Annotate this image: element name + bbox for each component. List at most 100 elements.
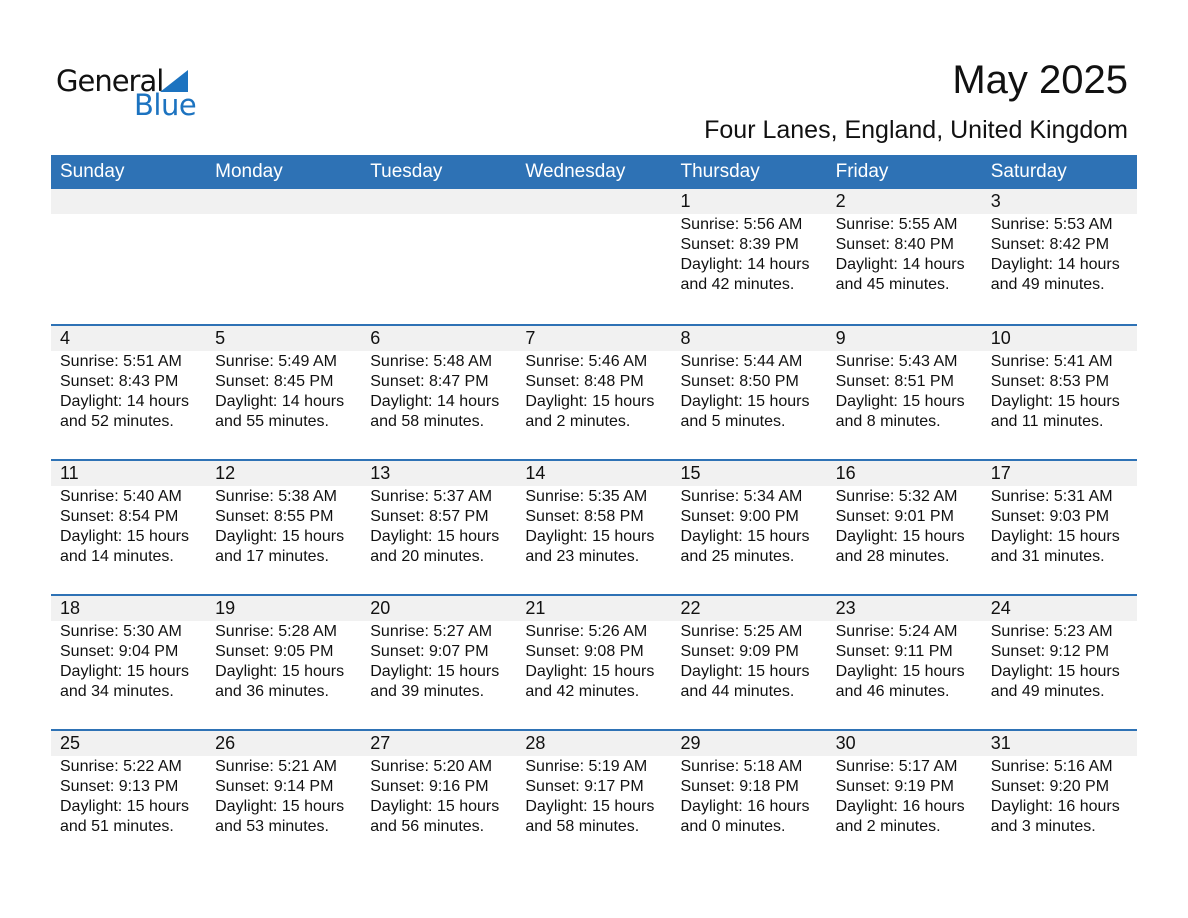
daylight2-text: and 2 minutes. (835, 818, 941, 835)
sunrise-text: Sunrise: 5:16 AM (990, 758, 1113, 775)
day-cell (51, 189, 207, 324)
day-cell: 1 Sunrise: 5:56 AM Sunset: 8:39 PM Daylight… (671, 189, 827, 324)
daylight1-text: Daylight: 15 hours (835, 393, 965, 410)
sunrise-text: Sunrise: 5:41 AM (990, 353, 1113, 370)
sunrise-text: Sunrise: 5:25 AM (680, 623, 803, 640)
sunrise-text: Sunrise: 5:31 AM (990, 488, 1113, 505)
day-number: 25 (51, 731, 207, 756)
daylight2-text: and 58 minutes. (525, 818, 640, 835)
daylight2-text: and 56 minutes. (370, 818, 485, 835)
day-number: 10 (981, 326, 1137, 351)
day-cell (361, 189, 517, 324)
day-cell: 30 Sunrise: 5:17 AM Sunset: 9:19 PM Dayligh… (826, 731, 982, 864)
sunset-text: Sunset: 9:05 PM (215, 643, 334, 660)
day-cell: 22 Sunrise: 5:25 AM Sunset: 9:09 PM Dayligh… (671, 596, 827, 729)
day-info: Sunrise: 5:31 AM Sunset: 9:03 PM Daylight:… (982, 486, 1137, 567)
daylight1-text: Daylight: 14 hours (60, 393, 189, 410)
sunset-text: Sunset: 8:54 PM (60, 508, 179, 525)
day-info: Sunrise: 5:24 AM Sunset: 9:11 PM Daylight:… (827, 621, 982, 702)
daylight2-text: and 55 minutes. (215, 413, 329, 430)
sunset-text: Sunset: 8:58 PM (525, 508, 644, 525)
sunset-text: Sunset: 8:39 PM (680, 236, 799, 253)
day-number (51, 189, 207, 214)
day-number: 31 (981, 731, 1137, 756)
daylight1-text: Daylight: 16 hours (990, 798, 1120, 815)
week-row: 4 Sunrise: 5:51 AM Sunset: 8:43 PM Daylight… (51, 324, 1137, 459)
daylight2-text: and 8 minutes. (835, 413, 941, 430)
day-info: Sunrise: 5:26 AM Sunset: 9:08 PM Daylight:… (516, 621, 671, 702)
daylight2-text: and 42 minutes. (525, 683, 640, 700)
sunset-text: Sunset: 9:14 PM (215, 778, 334, 795)
sunrise-text: Sunrise: 5:48 AM (370, 353, 493, 370)
day-cell: 7 Sunrise: 5:46 AM Sunset: 8:48 PM Daylight… (516, 326, 672, 459)
daylight1-text: Daylight: 15 hours (525, 528, 655, 545)
day-info: Sunrise: 5:19 AM Sunset: 9:17 PM Daylight:… (516, 756, 671, 837)
sunset-text: Sunset: 8:45 PM (215, 373, 334, 390)
sunset-text: Sunset: 9:09 PM (680, 643, 799, 660)
day-number: 7 (516, 326, 672, 351)
sunrise-text: Sunrise: 5:17 AM (835, 758, 958, 775)
daylight1-text: Daylight: 14 hours (370, 393, 500, 410)
daylight1-text: Daylight: 15 hours (835, 663, 965, 680)
sunset-text: Sunset: 9:08 PM (525, 643, 644, 660)
day-cell: 28 Sunrise: 5:19 AM Sunset: 9:17 PM Dayligh… (516, 731, 672, 864)
sunset-text: Sunset: 8:47 PM (370, 373, 489, 390)
daylight1-text: Daylight: 15 hours (525, 663, 655, 680)
day-number: 26 (206, 731, 362, 756)
logo-triangle-icon (160, 70, 188, 92)
day-cell (206, 189, 362, 324)
week-row: 25 Sunrise: 5:22 AM Sunset: 9:13 PM Dayligh… (51, 729, 1137, 864)
week-row: 1 Sunrise: 5:56 AM Sunset: 8:39 PM Daylight… (51, 189, 1137, 324)
sunset-text: Sunset: 8:40 PM (835, 236, 954, 253)
daylight2-text: and 14 minutes. (60, 548, 174, 565)
day-number: 5 (206, 326, 362, 351)
day-info: Sunrise: 5:55 AM Sunset: 8:40 PM Daylight:… (827, 214, 982, 295)
day-number: 11 (51, 461, 207, 486)
sunrise-text: Sunrise: 5:44 AM (680, 353, 803, 370)
daylight1-text: Daylight: 15 hours (525, 798, 655, 815)
daylight2-text: and 25 minutes. (680, 548, 795, 565)
daylight1-text: Daylight: 15 hours (835, 528, 965, 545)
daylight1-text: Daylight: 15 hours (370, 663, 500, 680)
sunset-text: Sunset: 9:04 PM (60, 643, 179, 660)
day-info: Sunrise: 5:21 AM Sunset: 9:14 PM Daylight:… (206, 756, 361, 837)
daylight2-text: and 3 minutes. (990, 818, 1096, 835)
day-number: 17 (981, 461, 1137, 486)
day-number: 20 (361, 596, 517, 621)
day-number: 28 (516, 731, 672, 756)
sunrise-text: Sunrise: 5:19 AM (525, 758, 648, 775)
daylight1-text: Daylight: 15 hours (525, 393, 655, 410)
day-cell: 3 Sunrise: 5:53 AM Sunset: 8:42 PM Daylight… (981, 189, 1137, 324)
day-cell: 8 Sunrise: 5:44 AM Sunset: 8:50 PM Daylight… (671, 326, 827, 459)
day-number: 29 (671, 731, 827, 756)
daylight2-text: and 45 minutes. (835, 276, 950, 293)
day-number: 18 (51, 596, 207, 621)
sunrise-text: Sunrise: 5:18 AM (680, 758, 803, 775)
day-cell: 17 Sunrise: 5:31 AM Sunset: 9:03 PM Dayligh… (981, 461, 1137, 594)
sunrise-text: Sunrise: 5:51 AM (60, 353, 182, 370)
day-number: 16 (826, 461, 982, 486)
daylight2-text: and 28 minutes. (835, 548, 950, 565)
sunset-text: Sunset: 9:18 PM (680, 778, 799, 795)
day-number: 27 (361, 731, 517, 756)
sunrise-text: Sunrise: 5:22 AM (60, 758, 182, 775)
day-cell: 26 Sunrise: 5:21 AM Sunset: 9:14 PM Dayligh… (206, 731, 362, 864)
day-cell: 16 Sunrise: 5:32 AM Sunset: 9:01 PM Dayligh… (826, 461, 982, 594)
weekday-tuesday: Tuesday (370, 161, 443, 182)
daylight1-text: Daylight: 16 hours (680, 798, 810, 815)
sunset-text: Sunset: 8:53 PM (990, 373, 1110, 390)
sunrise-text: Sunrise: 5:37 AM (370, 488, 493, 505)
weekday-thursday: Thursday (680, 161, 760, 182)
daylight1-text: Daylight: 14 hours (835, 256, 965, 273)
day-cell: 18 Sunrise: 5:30 AM Sunset: 9:04 PM Dayligh… (51, 596, 207, 729)
day-number: 4 (51, 326, 207, 351)
day-info: Sunrise: 5:40 AM Sunset: 8:54 PM Daylight:… (51, 486, 206, 567)
daylight2-text: and 17 minutes. (215, 548, 329, 565)
sunset-text: Sunset: 8:48 PM (525, 373, 644, 390)
daylight2-text: and 39 minutes. (370, 683, 485, 700)
daylight2-text: and 52 minutes. (60, 413, 174, 430)
day-number: 21 (516, 596, 672, 621)
daylight2-text: and 31 minutes. (990, 548, 1105, 565)
daylight1-text: Daylight: 15 hours (60, 528, 189, 545)
sunset-text: Sunset: 8:42 PM (990, 236, 1110, 253)
